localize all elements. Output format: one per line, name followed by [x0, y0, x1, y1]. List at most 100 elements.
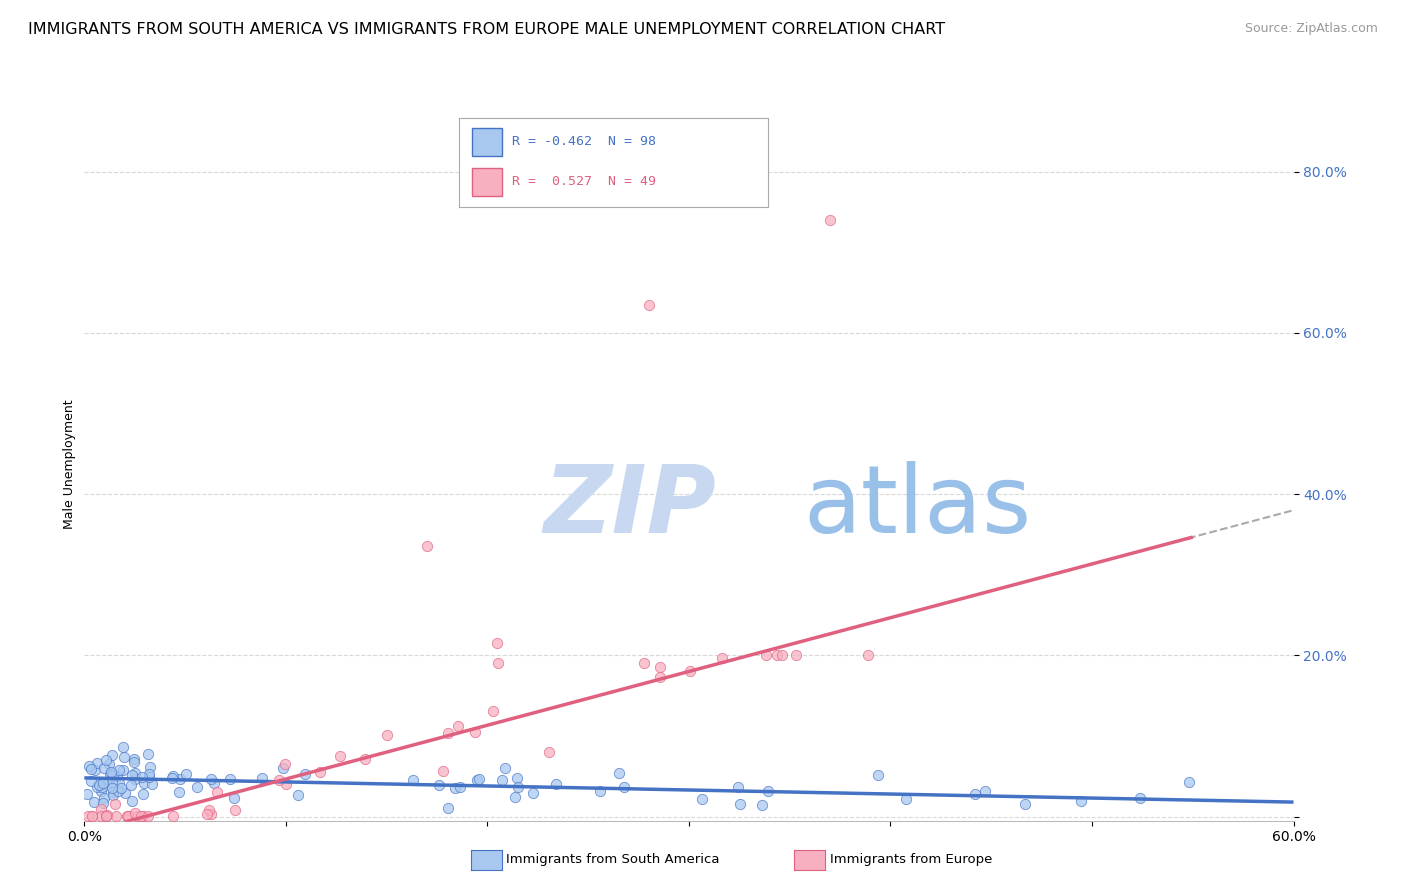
Point: [101, 774, 124, 789]
Point: [108, 763, 131, 777]
Point: [101, 769, 124, 783]
Point: [186, 780, 208, 794]
Point: [856, 648, 879, 663]
Point: [94, 753, 117, 767]
Text: Immigrants from Europe: Immigrants from Europe: [830, 854, 991, 866]
Point: [93, 762, 115, 776]
Point: [197, 806, 219, 821]
Point: [129, 809, 152, 823]
Point: [287, 789, 309, 803]
Point: [124, 805, 146, 820]
Point: [105, 769, 128, 783]
Point: [503, 790, 526, 805]
Point: [224, 791, 246, 805]
Point: [692, 792, 714, 806]
Point: [114, 786, 136, 800]
Point: [91, 796, 114, 810]
Point: [111, 740, 134, 755]
Point: [82, 809, 104, 823]
Point: [274, 757, 297, 772]
Point: [115, 809, 138, 823]
Point: [1014, 797, 1036, 811]
Point: [138, 809, 160, 823]
Point: [607, 766, 630, 780]
Point: [94, 775, 117, 789]
Point: [98, 757, 121, 772]
Point: [202, 776, 225, 790]
Point: [77, 809, 100, 823]
Point: [101, 768, 124, 782]
Point: [100, 781, 122, 796]
Point: [112, 749, 135, 764]
Point: [93, 790, 115, 805]
Point: [437, 726, 460, 740]
Point: [110, 780, 132, 795]
Point: [174, 767, 197, 781]
Point: [94, 809, 117, 823]
Point: [728, 797, 751, 811]
Point: [87, 778, 110, 792]
Point: [756, 783, 779, 797]
Point: [134, 776, 156, 790]
Point: [96, 776, 118, 790]
Point: [1178, 775, 1201, 789]
Point: [486, 656, 509, 670]
Point: [127, 809, 149, 823]
Point: [465, 773, 488, 788]
Point: [250, 771, 273, 785]
Point: [491, 772, 513, 787]
Point: [86, 756, 108, 771]
Point: [162, 809, 184, 823]
Point: [107, 783, 129, 797]
Point: [973, 784, 995, 798]
Point: [727, 780, 749, 795]
Point: [101, 747, 124, 762]
Point: [432, 764, 454, 779]
Point: [537, 745, 560, 759]
Point: [589, 784, 612, 798]
Point: [131, 788, 153, 802]
Y-axis label: Male Unemployment: Male Unemployment: [63, 399, 76, 529]
Point: [449, 780, 471, 794]
Point: [77, 758, 100, 772]
Point: [633, 657, 655, 671]
Point: [89, 802, 111, 816]
Point: [785, 648, 807, 663]
Text: IMMIGRANTS FROM SOUTH AMERICA VS IMMIGRANTS FROM EUROPE MALE UNEMPLOYMENT CORREL: IMMIGRANTS FROM SOUTH AMERICA VS IMMIGRA…: [28, 22, 945, 37]
Point: [294, 767, 316, 781]
Point: [770, 648, 793, 663]
Point: [328, 748, 350, 763]
Point: [118, 809, 141, 823]
Point: [481, 704, 503, 718]
Point: [868, 768, 890, 782]
Point: [104, 797, 127, 811]
Point: [755, 648, 778, 663]
Point: [100, 765, 122, 780]
Text: Source: ZipAtlas.com: Source: ZipAtlas.com: [1244, 22, 1378, 36]
Point: [138, 770, 160, 784]
Text: ZIP: ZIP: [544, 460, 717, 553]
Point: [648, 670, 671, 684]
Point: [308, 765, 330, 780]
Point: [1129, 791, 1152, 805]
Point: [111, 763, 134, 777]
Point: [80, 762, 103, 776]
Point: [96, 809, 118, 823]
Point: [200, 772, 222, 786]
Point: [446, 719, 468, 733]
Point: [103, 784, 125, 798]
Text: atlas: atlas: [804, 460, 1032, 553]
Point: [198, 804, 221, 818]
Point: [402, 773, 425, 788]
Point: [416, 540, 439, 554]
Point: [83, 764, 105, 778]
Point: [894, 792, 917, 806]
Point: [766, 648, 789, 663]
Point: [162, 769, 184, 783]
Point: [613, 780, 636, 794]
Point: [122, 756, 145, 770]
Point: [269, 773, 291, 788]
Point: [965, 787, 987, 801]
Point: [167, 785, 190, 799]
Point: [375, 728, 398, 742]
